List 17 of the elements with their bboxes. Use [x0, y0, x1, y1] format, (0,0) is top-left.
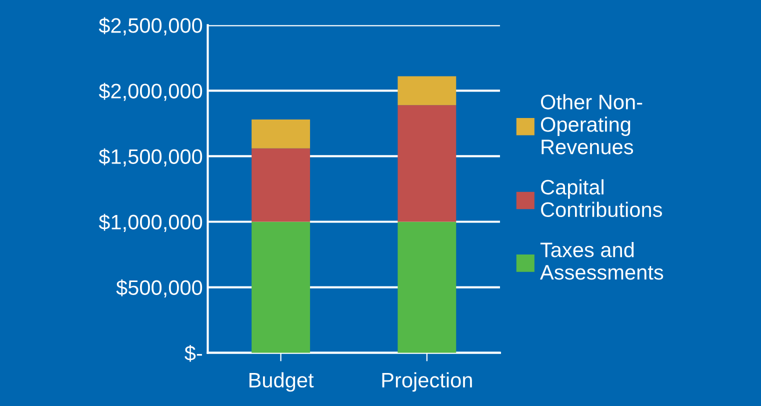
bar	[398, 105, 456, 222]
bar	[252, 222, 310, 353]
bar	[398, 222, 456, 353]
y-tick-label: $2,500,000	[98, 17, 202, 36]
x-tick-label: Budget	[250, 372, 314, 392]
y-tick-label: $2,000,000	[98, 82, 202, 101]
bar	[398, 76, 456, 106]
legend-label: Taxes and Assessments	[540, 242, 664, 280]
x-tick-label: Projection	[382, 372, 472, 392]
bar	[252, 120, 310, 148]
y-tick-label: $1,500,000	[98, 148, 202, 166]
bar	[252, 148, 310, 222]
legend-label: Other Non- Operating Revenues	[540, 94, 642, 154]
y-tick-label: $1,000,000	[98, 214, 202, 232]
legend-label: Capital Contributions	[541, 179, 662, 218]
y-tick-label: $500,000	[116, 279, 202, 298]
y-tick-label: $-	[184, 344, 202, 362]
